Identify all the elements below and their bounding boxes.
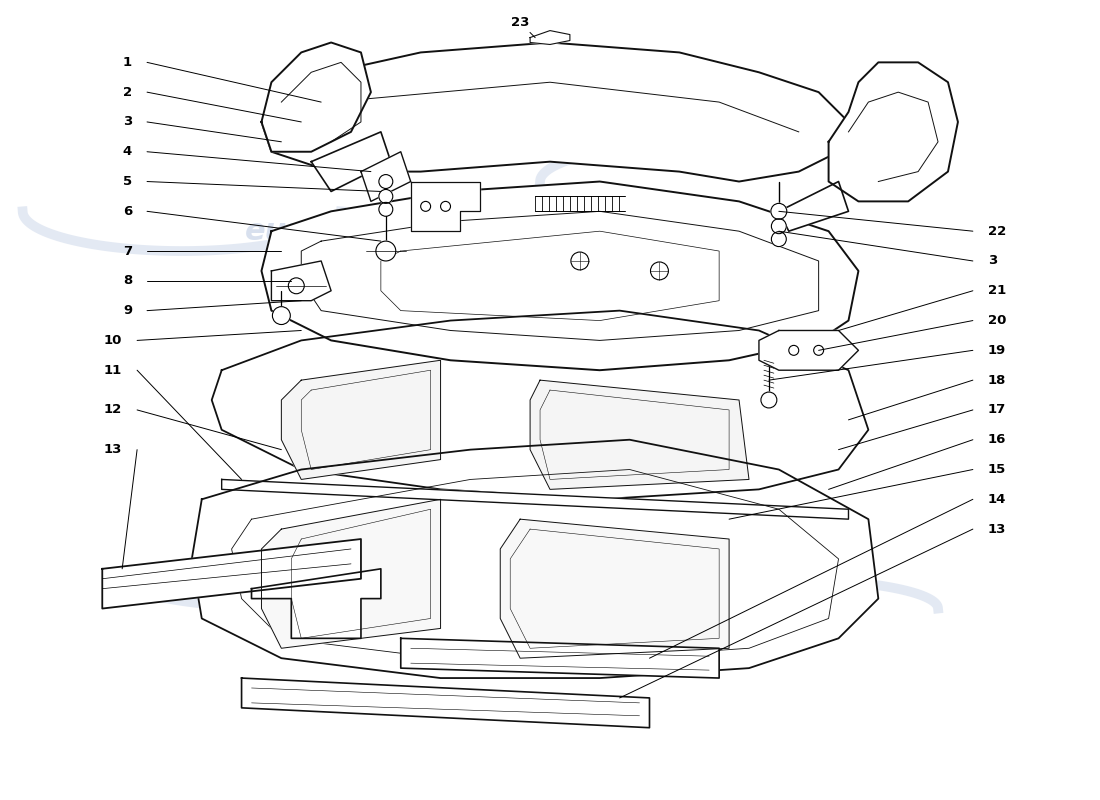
Text: 1: 1 [123,56,132,69]
Circle shape [378,174,393,189]
Text: 18: 18 [988,374,1007,386]
Text: 3: 3 [988,254,997,267]
Text: 19: 19 [988,344,1007,357]
Polygon shape [252,569,381,638]
Text: 21: 21 [988,284,1007,298]
Circle shape [441,202,451,211]
Polygon shape [500,519,729,658]
Polygon shape [282,360,441,479]
Text: 2: 2 [123,86,132,98]
Circle shape [771,218,786,234]
Circle shape [771,203,786,219]
Polygon shape [410,182,481,231]
Polygon shape [530,30,570,45]
Text: 16: 16 [988,434,1007,446]
Text: 5: 5 [123,175,132,188]
Text: 23: 23 [512,16,529,29]
Polygon shape [262,499,441,648]
Text: 11: 11 [103,364,122,377]
Text: 20: 20 [988,314,1007,327]
Circle shape [376,241,396,261]
Text: eurospares: eurospares [244,217,438,246]
Text: 15: 15 [988,463,1007,476]
Text: 4: 4 [123,146,132,158]
Circle shape [420,202,430,211]
Circle shape [789,346,799,355]
Circle shape [378,190,393,203]
Text: 3: 3 [123,115,132,129]
Text: 14: 14 [988,493,1007,506]
Text: 17: 17 [988,403,1007,417]
Polygon shape [262,182,858,370]
Polygon shape [400,638,719,678]
Polygon shape [191,440,878,678]
Text: 12: 12 [103,403,122,417]
Polygon shape [759,330,858,370]
Polygon shape [211,310,868,499]
Text: 13: 13 [988,522,1007,535]
Polygon shape [242,678,649,728]
Polygon shape [102,539,361,609]
Circle shape [273,306,290,325]
Text: 9: 9 [123,304,132,317]
Polygon shape [262,42,848,182]
Polygon shape [779,182,848,231]
Circle shape [571,252,588,270]
Text: 22: 22 [988,225,1007,238]
Text: 13: 13 [103,443,122,456]
Text: 7: 7 [123,245,132,258]
Text: 10: 10 [103,334,122,347]
Circle shape [650,262,669,280]
Polygon shape [361,152,410,202]
Circle shape [288,278,305,294]
Polygon shape [262,42,371,152]
Polygon shape [222,479,848,519]
Circle shape [771,232,786,246]
Polygon shape [272,261,331,301]
Circle shape [378,202,393,216]
Text: eurospares: eurospares [623,564,815,594]
Text: 8: 8 [123,274,132,287]
Polygon shape [311,132,390,191]
Polygon shape [828,62,958,202]
Text: 6: 6 [123,205,132,218]
Circle shape [814,346,824,355]
Polygon shape [530,380,749,490]
Circle shape [761,392,777,408]
